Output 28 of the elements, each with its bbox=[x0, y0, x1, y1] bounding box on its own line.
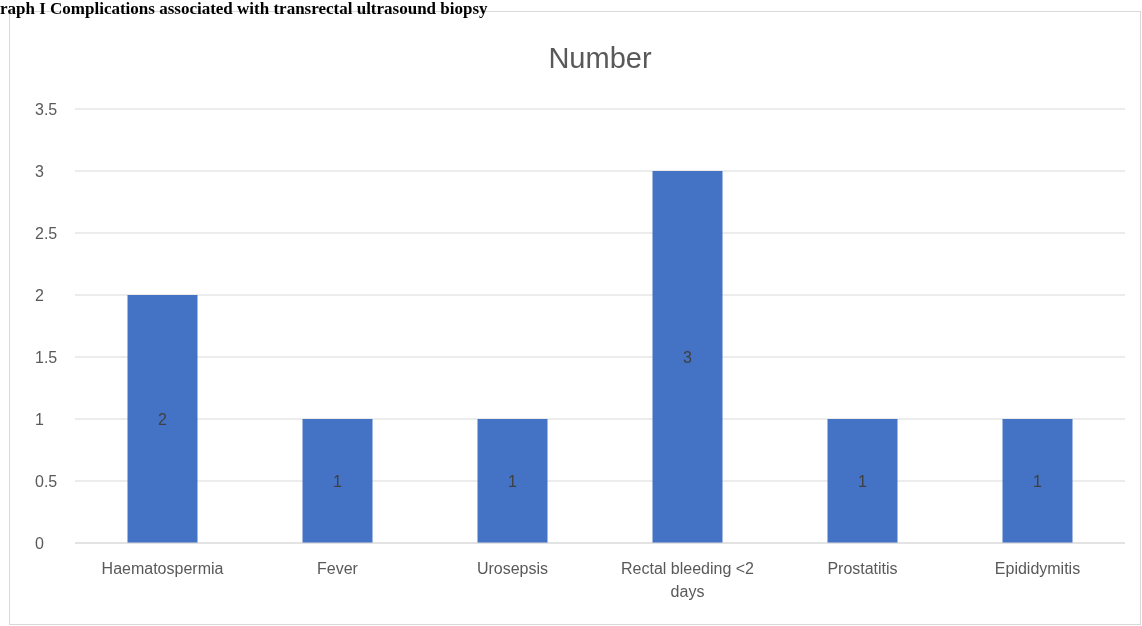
data-label: 1 bbox=[508, 472, 518, 490]
x-tick-label: Prostatitis bbox=[827, 560, 898, 577]
bar bbox=[827, 419, 898, 543]
y-tick-label: 3.5 bbox=[35, 100, 58, 118]
bar bbox=[302, 419, 373, 543]
bar bbox=[127, 295, 198, 543]
data-label: 1 bbox=[1033, 472, 1043, 490]
bar bbox=[1002, 419, 1073, 543]
x-tick-label: Urosepsis bbox=[476, 560, 549, 577]
bar bbox=[477, 419, 548, 543]
y-tick-label: 2 bbox=[35, 286, 44, 304]
data-label: 1 bbox=[333, 472, 343, 490]
chart-title: raph I Complications associated with transrectal ultrasound biopsy bbox=[0, 0, 489, 18]
y-tick-label: 2.5 bbox=[35, 224, 58, 242]
y-tick-label: 0 bbox=[35, 534, 44, 552]
y-tick-label: 1.5 bbox=[35, 348, 58, 366]
x-tick-label: Fever bbox=[317, 560, 359, 577]
data-label: 1 bbox=[858, 472, 868, 490]
y-tick-label: 1 bbox=[35, 410, 44, 428]
x-tick-label: Haematospermia bbox=[101, 560, 224, 577]
y-tick-label: 0.5 bbox=[35, 472, 58, 490]
y-tick-label: 3 bbox=[35, 162, 44, 180]
x-tick-label: Rectal bleeding <2 days bbox=[621, 560, 755, 600]
data-label: 3 bbox=[683, 348, 693, 366]
x-tick-label: Epididymitis bbox=[994, 560, 1081, 577]
data-label: 2 bbox=[158, 410, 168, 428]
bar bbox=[652, 171, 723, 543]
chart-subtitle: Number bbox=[548, 42, 652, 74]
